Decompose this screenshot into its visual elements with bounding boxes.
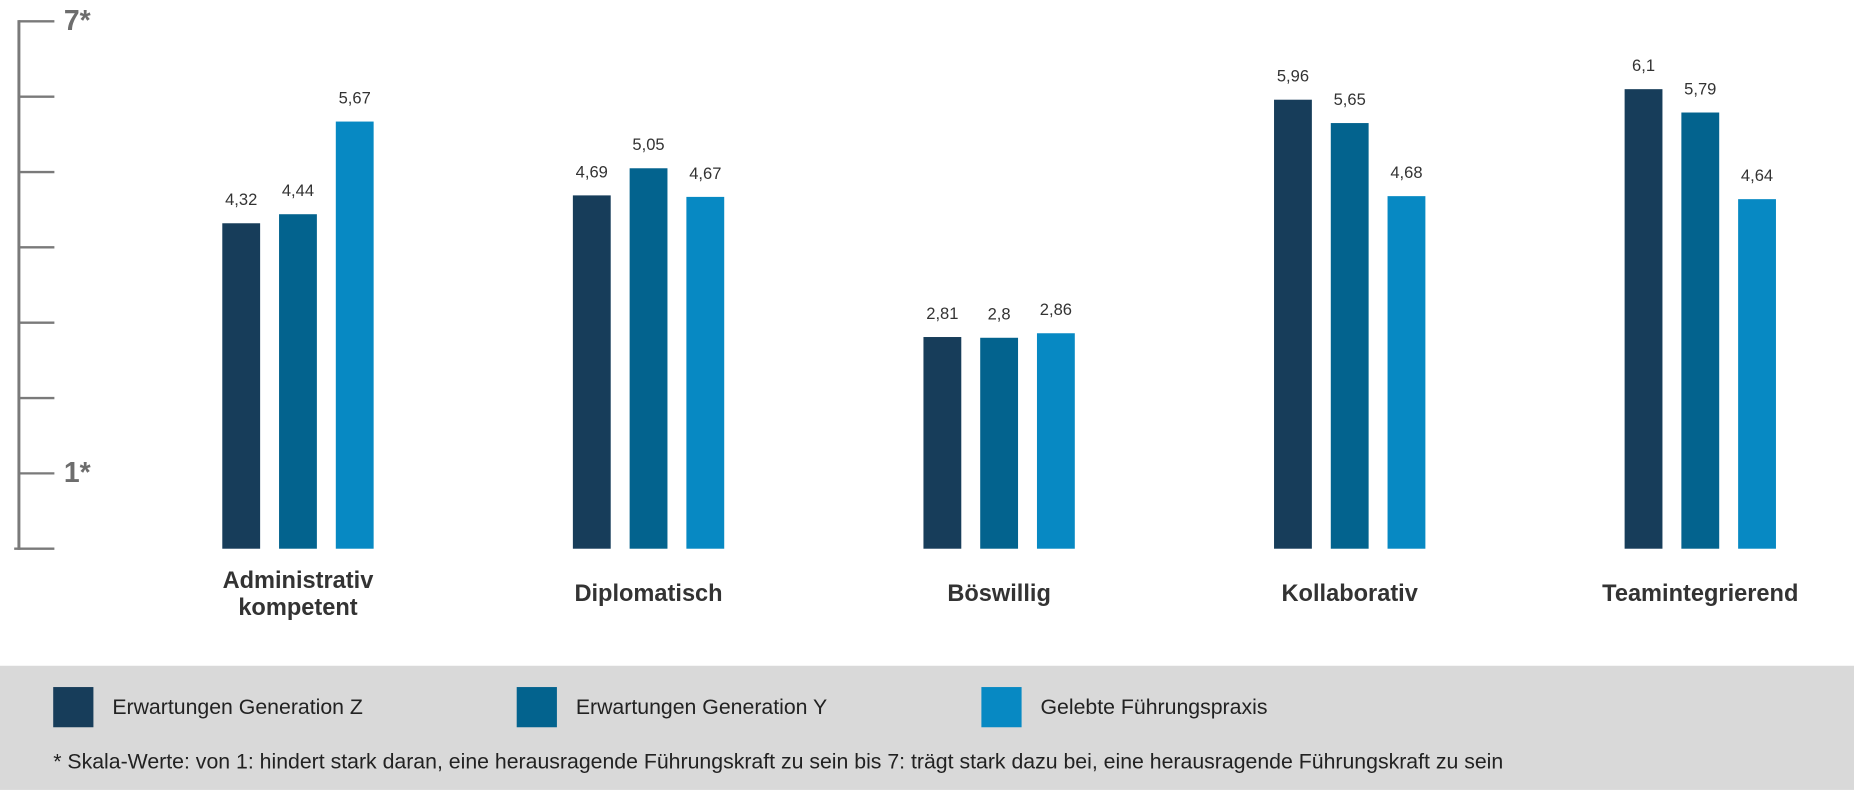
x-tick-label: Administrativ kompetent bbox=[222, 567, 374, 621]
bar bbox=[1274, 99, 1312, 549]
y-tick-label: 1* bbox=[64, 457, 92, 489]
x-tick-label: Diplomatisch bbox=[574, 581, 723, 608]
x-tick-label: Kollaborativ bbox=[1281, 581, 1418, 608]
x-tick-label: Teamintegrierend bbox=[1602, 581, 1799, 608]
bar bbox=[1387, 196, 1426, 549]
value-label: 4,69 bbox=[576, 162, 608, 181]
value-label: 6,1 bbox=[1632, 56, 1655, 75]
value-label: 5,96 bbox=[1277, 67, 1309, 86]
legend-swatch bbox=[53, 687, 94, 728]
legend-label: Erwartungen Generation Z bbox=[112, 695, 363, 719]
bar bbox=[279, 214, 317, 549]
value-label: 4,67 bbox=[689, 164, 721, 183]
value-label: 2,81 bbox=[926, 304, 958, 323]
bar bbox=[335, 121, 374, 549]
x-tick-label: Böswillig bbox=[947, 581, 1051, 608]
value-label: 4,68 bbox=[1390, 163, 1422, 182]
value-label: 5,67 bbox=[339, 88, 371, 107]
bar bbox=[629, 168, 668, 549]
value-label: 2,8 bbox=[988, 305, 1011, 324]
y-tick-label: 7* bbox=[64, 5, 92, 37]
value-label: 4,44 bbox=[282, 181, 314, 200]
bar bbox=[1738, 199, 1776, 549]
value-label: 5,79 bbox=[1684, 79, 1716, 98]
value-label: 5,05 bbox=[632, 135, 664, 154]
legend-swatch bbox=[981, 687, 1022, 728]
value-label: 4,64 bbox=[1741, 166, 1773, 185]
value-label: 5,65 bbox=[1334, 90, 1366, 109]
bar bbox=[1624, 89, 1663, 549]
bar bbox=[1036, 333, 1075, 549]
value-label: 4,32 bbox=[225, 190, 257, 209]
footnote: * Skala-Werte: von 1: hindert stark dara… bbox=[53, 749, 1503, 773]
bar bbox=[222, 223, 261, 549]
bar bbox=[686, 196, 725, 549]
bar bbox=[1681, 112, 1720, 549]
bar bbox=[1330, 123, 1369, 549]
legend-label: Erwartungen Generation Y bbox=[576, 695, 827, 719]
bar bbox=[923, 337, 962, 549]
value-label: 2,86 bbox=[1040, 300, 1072, 319]
legend-label: Gelebte Führungspraxis bbox=[1041, 695, 1268, 719]
legend-swatch bbox=[516, 687, 557, 728]
bar bbox=[980, 337, 1019, 549]
bar bbox=[572, 195, 611, 549]
legend-box bbox=[0, 665, 1854, 790]
